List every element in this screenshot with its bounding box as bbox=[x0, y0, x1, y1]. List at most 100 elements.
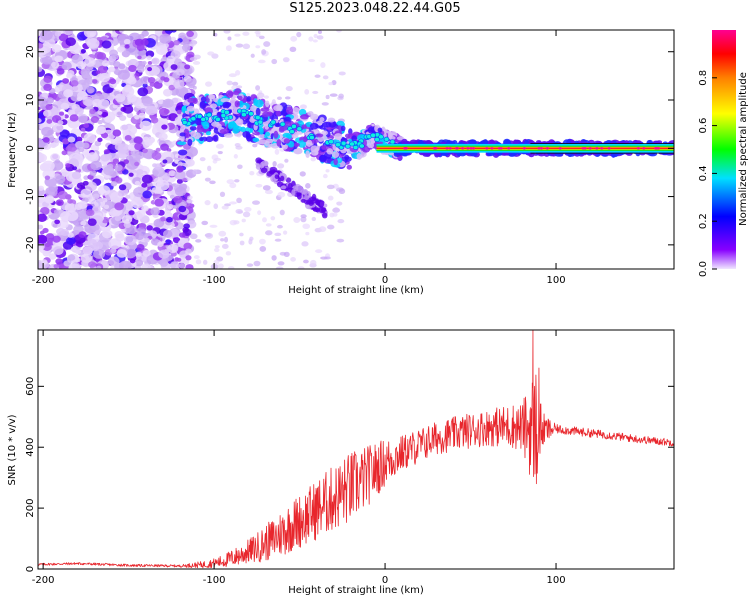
spectrogram-blob bbox=[223, 30, 231, 34]
spectrogram-blob bbox=[137, 87, 149, 97]
spectrogram-blob bbox=[316, 35, 324, 40]
ridge-blob bbox=[176, 165, 184, 173]
spectrogram-blob bbox=[333, 207, 339, 211]
snr-x-tick-label: 0 bbox=[382, 575, 388, 586]
spectrogram-blob bbox=[75, 140, 85, 149]
spectrogram-blob bbox=[94, 51, 104, 60]
spectrogram-blob bbox=[234, 179, 240, 183]
spectrogram-blob bbox=[235, 43, 244, 48]
ridge-blob bbox=[293, 142, 300, 147]
band-peak bbox=[455, 147, 459, 150]
spectrogram-blob bbox=[114, 215, 122, 222]
ridge-blob bbox=[222, 101, 230, 109]
spectrogram-blob bbox=[132, 211, 143, 221]
spectrogram-blob bbox=[259, 238, 266, 245]
ridge-blob bbox=[265, 100, 270, 108]
spectrogram-blob bbox=[134, 115, 140, 120]
spectrogram-blob bbox=[233, 220, 240, 225]
ridge-blob bbox=[279, 125, 288, 131]
spectrogram-blob bbox=[136, 44, 145, 51]
spectrogram-blob bbox=[52, 246, 64, 255]
ridge-blob bbox=[216, 123, 222, 129]
spectrogram-blob bbox=[158, 132, 168, 141]
colorbar: 0.0 0.2 0.4 0.6 0.8 Normalized spectral ampl… bbox=[698, 30, 749, 277]
spectrogram-blob bbox=[311, 216, 317, 222]
spectrogram-blob bbox=[109, 78, 117, 85]
chart-title: S125.2023.048.22.44.G05 bbox=[289, 1, 461, 16]
spectrogram-blob bbox=[189, 43, 196, 47]
spectrogram-x-tick-label: 100 bbox=[546, 275, 565, 286]
ridge-blob bbox=[274, 122, 281, 128]
ridge-blob bbox=[261, 160, 269, 167]
spectrogram-blob bbox=[133, 136, 143, 145]
spectrogram-blob bbox=[221, 243, 229, 249]
ridge-blob bbox=[199, 101, 206, 109]
spectrogram-blob bbox=[126, 159, 139, 170]
spectrogram-blob bbox=[80, 68, 91, 77]
spectrogram-blob bbox=[93, 248, 106, 259]
spectrogram-blob bbox=[320, 62, 326, 68]
ridge-blob bbox=[266, 170, 273, 177]
spectrogram-blob bbox=[308, 58, 315, 63]
spectrogram-blob bbox=[52, 235, 61, 243]
spectrogram-blob bbox=[63, 89, 74, 98]
spectrogram-blob bbox=[67, 136, 76, 143]
spectrogram-blob bbox=[162, 159, 168, 164]
spectrogram-blob bbox=[290, 35, 298, 42]
spectrogram-blob bbox=[86, 38, 100, 49]
spectrogram-blob bbox=[150, 117, 159, 124]
spectrogram-blob bbox=[104, 115, 113, 123]
spectrogram-blob bbox=[126, 112, 134, 119]
spectrogram-blob bbox=[84, 57, 96, 67]
band-peak bbox=[595, 147, 599, 150]
spectrogram-blob bbox=[195, 239, 202, 243]
band-blob bbox=[459, 152, 466, 157]
ridge-core bbox=[328, 139, 334, 145]
ridge-blob bbox=[300, 113, 309, 120]
spectrogram-blob bbox=[140, 38, 149, 46]
ridge-blob bbox=[273, 105, 282, 112]
ridge-blob bbox=[189, 126, 197, 131]
ridge-blob bbox=[340, 125, 346, 132]
ridge-blob bbox=[228, 121, 236, 128]
spectrogram-blob bbox=[301, 241, 309, 247]
spectrogram-blob bbox=[313, 33, 318, 39]
spectrogram-blob bbox=[83, 133, 96, 144]
ridge-blob bbox=[284, 121, 292, 127]
spectrogram-frame bbox=[37, 29, 675, 270]
spectrogram-blob bbox=[265, 230, 273, 236]
spectrogram-blob bbox=[82, 180, 89, 186]
spectrogram-blob bbox=[207, 165, 212, 172]
ridge-core bbox=[359, 143, 365, 149]
spectrogram-blob bbox=[257, 210, 262, 216]
ridge-core bbox=[224, 109, 230, 115]
spectrogram-blob bbox=[88, 261, 96, 268]
ridge-blob bbox=[276, 139, 282, 147]
spectrogram-blob bbox=[60, 102, 70, 110]
spectrogram-blob bbox=[110, 180, 118, 187]
band-peak bbox=[583, 147, 587, 150]
spectrogram-blob bbox=[178, 183, 188, 191]
spectrogram-blob bbox=[168, 84, 176, 91]
spectrogram-blob bbox=[325, 94, 330, 100]
spectrogram-blob bbox=[76, 91, 88, 101]
spectrogram-blob bbox=[162, 88, 173, 97]
spectrogram-blob bbox=[154, 198, 164, 207]
spectrogram-blob bbox=[41, 259, 48, 265]
spectrogram-blob bbox=[252, 143, 258, 148]
band-peak bbox=[545, 147, 549, 150]
spectrogram-blob bbox=[121, 124, 128, 130]
spectrogram-blob bbox=[242, 211, 251, 218]
spectrogram-blob bbox=[151, 151, 162, 160]
spectrogram-blob bbox=[189, 56, 198, 61]
ridge-core bbox=[289, 129, 295, 135]
spectrogram-blob bbox=[305, 183, 311, 189]
band-peak bbox=[433, 147, 437, 150]
spectrogram-blob bbox=[186, 30, 194, 38]
spectrogram-y-tick-label: -20 bbox=[25, 237, 36, 253]
spectrogram-blob bbox=[45, 104, 53, 111]
spectrogram-blob bbox=[277, 96, 282, 100]
ridge-core bbox=[349, 141, 355, 147]
